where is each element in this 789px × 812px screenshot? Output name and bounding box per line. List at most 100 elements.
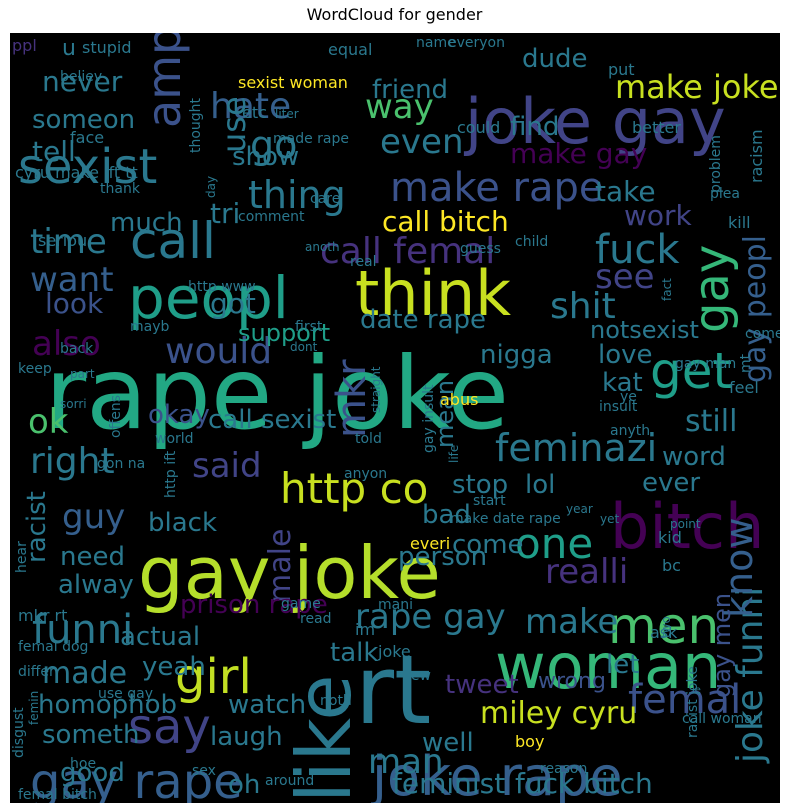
- word-take: take: [595, 175, 656, 208]
- word-find: find: [510, 112, 559, 142]
- word-thank: thank: [100, 181, 141, 197]
- word-insult: insult: [599, 399, 638, 415]
- word-love: love: [598, 340, 653, 370]
- word-stop: stop: [452, 470, 508, 500]
- word-use-gay: use gay: [98, 686, 153, 702]
- word-call-bitch: call bitch: [382, 205, 509, 238]
- word-hear: hear: [14, 541, 30, 573]
- word-femin: femin: [27, 691, 41, 725]
- word-notsexist: notsexist: [590, 316, 699, 344]
- word-face: face: [70, 128, 104, 147]
- word-even: even: [380, 122, 464, 162]
- word-way: way: [365, 87, 434, 127]
- word-show: show: [232, 142, 299, 172]
- word-good: good: [60, 758, 125, 788]
- word-talk: talk: [330, 638, 378, 668]
- word-life: life: [447, 445, 461, 463]
- word-right: right: [30, 441, 115, 482]
- word-disgust: disgust: [11, 707, 27, 758]
- word-laugh: laugh: [210, 722, 283, 752]
- word-dude: dude: [522, 44, 587, 74]
- word-bitch: bitch: [610, 490, 764, 563]
- word-funni: funni: [32, 607, 133, 653]
- word-let: let: [606, 650, 639, 680]
- word-one: one: [515, 519, 593, 568]
- word-peopl: peopl: [128, 264, 289, 332]
- word-back: back: [60, 341, 94, 357]
- word-need: need: [60, 542, 125, 572]
- word-call: call: [130, 212, 216, 270]
- wordcloud-background: [10, 33, 780, 803]
- word-world: world: [155, 431, 194, 447]
- word-new: new: [402, 668, 431, 684]
- word-male: male: [263, 529, 298, 603]
- word-hate: hate: [210, 86, 291, 127]
- word-actual: actual: [120, 622, 200, 652]
- word-feminist: feminist: [392, 767, 505, 800]
- word-feminazi: feminazi: [495, 426, 657, 470]
- word-use: use: [215, 96, 253, 153]
- word-gay-peopl: gay peopl: [738, 235, 773, 383]
- word-fuck-bitch: fuck bitch: [515, 767, 653, 800]
- word-alway: alway: [58, 570, 134, 600]
- wordcloud-canvas: rape joke gay joke rt woman like think peopl jo…: [10, 33, 780, 803]
- word-say: say: [128, 699, 211, 755]
- word-point: point: [670, 517, 701, 531]
- word-day: day: [204, 176, 218, 198]
- word-real: real: [350, 254, 377, 270]
- word-mkr: mkr: [329, 359, 375, 438]
- word-want: want: [30, 260, 114, 300]
- word-kat: kat: [602, 368, 643, 398]
- word-femal-dog: femal dog: [18, 639, 88, 655]
- word-joke-funni: joke funni: [730, 587, 771, 764]
- word-mkr-rt: mkr rt: [18, 606, 67, 625]
- word-kill: kill: [728, 213, 751, 232]
- word-amp: amp: [137, 33, 191, 128]
- word-ye: ye: [620, 389, 637, 405]
- word-look: look: [45, 287, 104, 320]
- word-abus: abus: [440, 390, 478, 409]
- word-start: start: [473, 493, 506, 509]
- word-boy: boy: [515, 732, 544, 751]
- word-joke: joke: [377, 642, 411, 661]
- word-made: made: [42, 656, 127, 691]
- word-word: word: [662, 442, 726, 472]
- word-anoth: anoth: [305, 240, 340, 254]
- word-thing: thing: [248, 173, 346, 217]
- word-gay-man: gay man: [675, 356, 736, 372]
- word-sexist-woman: sexist woman: [238, 73, 348, 92]
- word-lol: lol: [525, 470, 555, 500]
- word-nigga: nigga: [480, 340, 553, 370]
- word-keep: keep: [18, 361, 52, 377]
- word-sorri: sorri: [60, 397, 87, 411]
- word-joke-rape: joke rape: [371, 745, 623, 803]
- word-anyth: anyth: [610, 423, 650, 439]
- word-u: u: [62, 36, 76, 61]
- word-kid: kid: [658, 528, 682, 547]
- word-call-sexist: call sexist: [208, 405, 336, 435]
- word-gay-insult: gay insult: [421, 384, 437, 453]
- word-ppl: ppl: [12, 36, 37, 55]
- chart-title: WordCloud for gender: [306, 5, 483, 24]
- word-name: name: [416, 35, 456, 51]
- word-time: time: [30, 222, 107, 262]
- word-ok: ok: [28, 402, 69, 442]
- word-told: told: [355, 431, 382, 447]
- word-gay-rape: gay rape: [30, 754, 243, 803]
- word-first: first: [295, 319, 323, 335]
- word-part: part: [70, 367, 95, 381]
- word-fuck: fuck: [595, 227, 680, 273]
- word-homophob: homophob: [38, 690, 177, 720]
- word-call-femal: call femal: [320, 231, 495, 272]
- word-everyon: everyon: [448, 35, 505, 51]
- word-care: care: [310, 191, 340, 207]
- word-watch: watch: [228, 690, 306, 720]
- word-believ: believ: [60, 69, 102, 85]
- word-read: read: [300, 611, 332, 627]
- word-come: come: [452, 530, 524, 560]
- word-got: got: [210, 287, 256, 320]
- word-okay: okay: [148, 400, 210, 430]
- word-bc: bc: [662, 556, 681, 575]
- word-still: still: [685, 404, 737, 439]
- word-would: would: [165, 331, 272, 372]
